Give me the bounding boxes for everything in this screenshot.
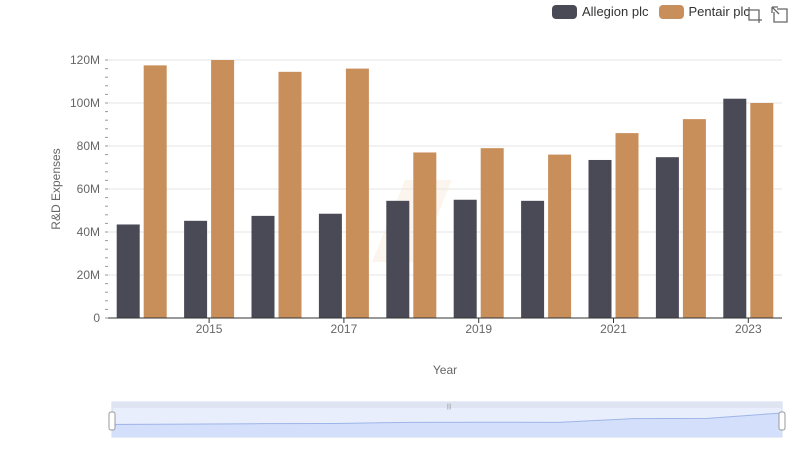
legend-swatch-pentair xyxy=(658,4,684,19)
bar-allegion-2016 xyxy=(251,215,275,318)
x-tick-label: 2015 xyxy=(196,322,223,336)
bar-pentair-2014 xyxy=(143,65,167,318)
bar-allegion-2022 xyxy=(655,157,679,318)
legend-swatch-allegion xyxy=(552,4,577,19)
navigator-area xyxy=(112,413,782,437)
x-tick-label: 2023 xyxy=(735,322,762,336)
bar-pentair-2019 xyxy=(480,148,504,318)
legend-label-allegion: Allegion plc xyxy=(582,4,649,19)
navigator-line xyxy=(111,412,783,425)
chart-toolbar xyxy=(745,6,789,24)
bar-pentair-2023 xyxy=(750,103,774,318)
y-tick-label: 40M xyxy=(77,225,100,239)
watermark-shape xyxy=(372,180,452,262)
y-tick-label: 0 xyxy=(93,311,100,325)
legend-item-allegion[interactable]: Allegion plc xyxy=(552,4,649,19)
navigator-grip: ||| xyxy=(447,404,452,410)
legend: Allegion plc Pentair plc xyxy=(552,4,750,19)
zoom-reset-icon[interactable] xyxy=(771,6,789,24)
navigator-right-handle[interactable] xyxy=(778,411,786,431)
y-tick-label: 80M xyxy=(77,139,100,153)
y-tick-label: 60M xyxy=(77,182,100,196)
legend-item-pentair[interactable]: Pentair plc xyxy=(658,4,750,19)
bar-pentair-2018 xyxy=(413,152,437,318)
x-tick-label: 2021 xyxy=(600,322,627,336)
bar-allegion-2017 xyxy=(318,213,342,318)
bar-pentair-2017 xyxy=(345,68,369,318)
y-axis-title: R&D Expenses xyxy=(49,148,63,229)
y-tick-label: 100M xyxy=(70,96,100,110)
y-tick-label: 20M xyxy=(77,268,100,282)
zoom-select-icon[interactable] xyxy=(745,6,763,24)
bar-pentair-2016 xyxy=(278,71,302,318)
x-tick-label: 2017 xyxy=(331,322,358,336)
bar-allegion-2014 xyxy=(116,224,140,318)
y-tick-label: 120M xyxy=(70,53,100,67)
x-axis-title: Year xyxy=(433,363,457,377)
bar-allegion-2020 xyxy=(521,200,545,318)
bar-allegion-2018 xyxy=(386,200,410,318)
legend-label-pentair: Pentair plc xyxy=(688,4,750,19)
bar-pentair-2020 xyxy=(548,154,572,318)
bar-allegion-2015 xyxy=(184,220,208,318)
bar-allegion-2023 xyxy=(723,98,747,318)
navigator-top-bar xyxy=(112,402,782,408)
bar-allegion-2021 xyxy=(588,159,612,318)
bar-allegion-2019 xyxy=(453,199,477,318)
bar-pentair-2021 xyxy=(615,133,639,318)
x-tick-label: 2019 xyxy=(465,322,492,336)
navigator-left-handle[interactable] xyxy=(108,411,116,431)
bar-pentair-2015 xyxy=(211,60,235,318)
bar-pentair-2022 xyxy=(682,119,706,318)
